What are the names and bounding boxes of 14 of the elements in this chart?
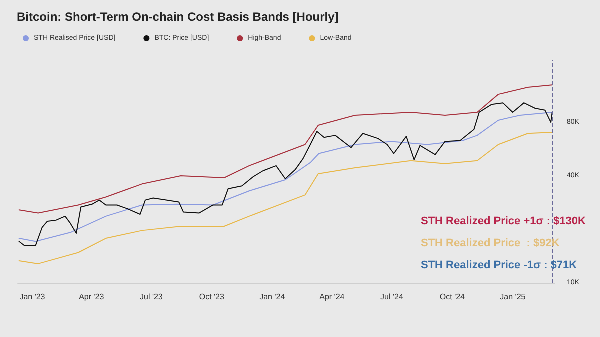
annotation: STH Realized Price +1σ : $130K [421,216,586,228]
x-tick-label: Jan '25 [500,292,526,302]
annotation: STH Realized Price : $92K [421,238,560,250]
chart-title: Bitcoin: Short-Term On-chain Cost Basis Bands [Hourly] [17,10,339,24]
x-tick-label: Jul '24 [380,292,404,302]
line-series [18,84,553,214]
x-tick-label: Apr '23 [79,292,105,302]
annotation: STH Realized Price -1σ : $71K [421,260,578,272]
x-tick-label: Oct '23 [199,292,225,302]
x-tick-label: Oct '24 [440,292,466,302]
x-tick-label: Jan '24 [260,292,286,302]
x-tick-label: Jan '23 [20,292,46,302]
x-tick-label: Jul '23 [140,292,164,302]
x-tick-label: Apr '24 [320,292,346,302]
